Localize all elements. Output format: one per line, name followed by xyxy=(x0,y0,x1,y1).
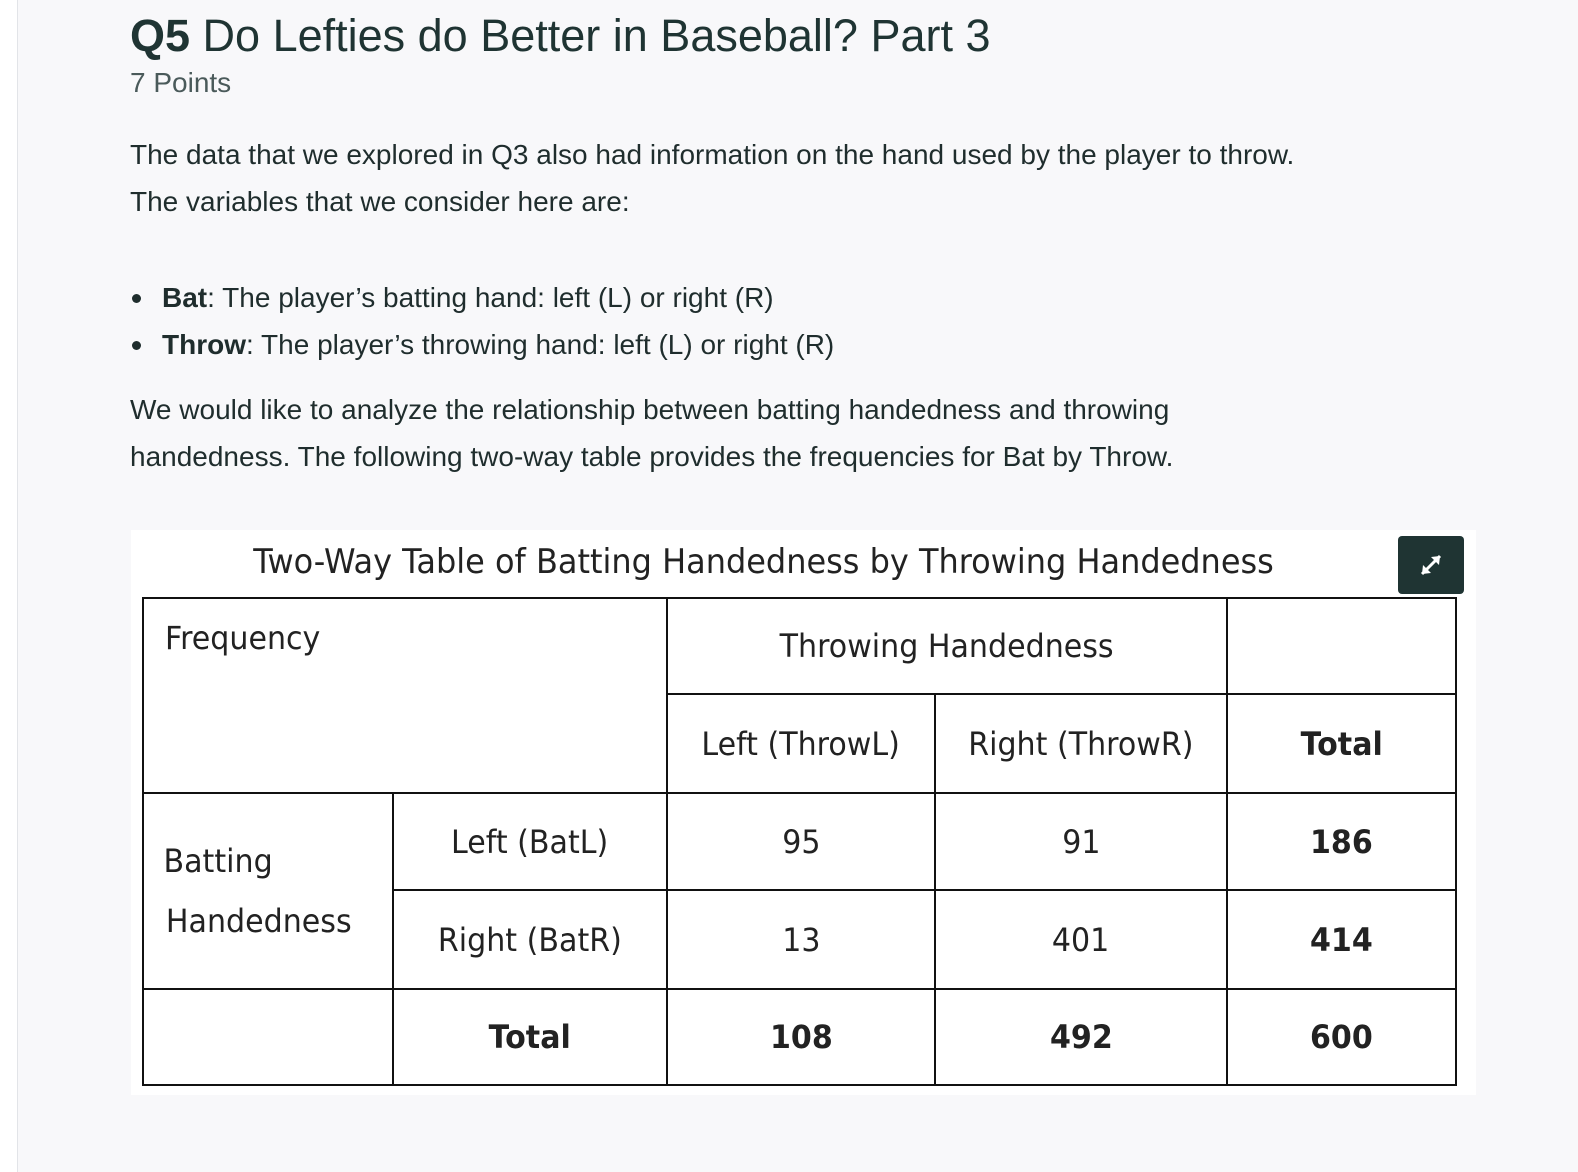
variable-list: Bat: The player’s batting hand: left (L)… xyxy=(130,274,834,368)
table-cell: 401 xyxy=(934,889,1228,990)
table-cell: 91 xyxy=(934,792,1228,891)
bullet-icon xyxy=(132,294,141,303)
row-group-header: Batting Handedness xyxy=(141,792,395,990)
row-header: Right (BatR) xyxy=(392,889,668,990)
variable-description: : The player’s throwing hand: left (L) o… xyxy=(246,329,835,360)
expand-arrows-icon xyxy=(1420,554,1442,576)
column-header: Right (ThrowR) xyxy=(934,693,1228,794)
question-title: Q5 Do Lefties do Better in Baseball? Par… xyxy=(130,8,991,64)
intro-line: The data that we explored in Q3 also had… xyxy=(130,139,1295,170)
total-column-header: Total xyxy=(1225,693,1458,794)
list-item: Bat: The player’s batting hand: left (L)… xyxy=(130,274,834,321)
intro-line: The variables that we consider here are: xyxy=(130,186,630,217)
table-row: Right (BatR) 13 401 414 xyxy=(143,889,1458,990)
table-image: Two-Way Table of Batting Handedness by T… xyxy=(131,530,1476,1095)
analysis-line: We would like to analyze the relationshi… xyxy=(130,394,1170,425)
analysis-line: handedness. The following two-way table … xyxy=(130,441,1174,472)
row-total-cell: 414 xyxy=(1225,889,1458,990)
row-total-cell: 186 xyxy=(1225,792,1458,891)
column-total-cell: 492 xyxy=(934,988,1228,1086)
table-cell: 95 xyxy=(665,792,937,891)
frequency-table: Frequency Throwing Handedness Left (Thro… xyxy=(141,597,1458,1086)
column-total-cell: 108 xyxy=(665,988,937,1086)
expand-image-button[interactable] xyxy=(1398,536,1464,594)
question-points: 7 Points xyxy=(130,67,232,98)
table-row: Frequency Throwing Handedness xyxy=(142,597,1458,794)
list-item: Throw: The player’s throwing hand: left … xyxy=(130,321,834,368)
table-row: Left (ThrowL) Right (ThrowR) Total xyxy=(143,693,1458,794)
bullet-icon xyxy=(132,341,141,350)
row-header: Left (BatL) xyxy=(392,792,668,891)
variable-name: Bat xyxy=(162,282,208,313)
grand-total-cell: 600 xyxy=(1225,988,1458,1086)
table-row: Batting Handedness Left (BatL) 95 91 186 xyxy=(141,792,1458,990)
table-cell: 13 xyxy=(665,889,937,990)
variable-description: : The player’s batting hand: left (L) or… xyxy=(207,282,774,313)
question-number: Q5 xyxy=(130,10,191,61)
empty-cell xyxy=(1225,597,1458,695)
question-title-text: Do Lefties do Better in Baseball? Part 3 xyxy=(202,10,991,61)
empty-cell xyxy=(141,988,395,1086)
question-panel: Q5 Do Lefties do Better in Baseball? Par… xyxy=(17,0,1578,1172)
intro-paragraph: The data that we explored in Q3 also had… xyxy=(130,131,1490,225)
total-row-header: Total xyxy=(392,988,668,1086)
analysis-paragraph: We would like to analyze the relationshi… xyxy=(130,386,1490,480)
column-header: Left (ThrowL) xyxy=(665,693,937,794)
table-row: Total 108 492 600 xyxy=(141,988,1458,1086)
column-group-header: Throwing Handedness xyxy=(665,597,1228,695)
table-title: Two-Way Table of Batting Handedness by T… xyxy=(253,542,1274,582)
table-corner-cell: Frequency xyxy=(142,597,668,794)
variable-name: Throw xyxy=(162,329,246,360)
